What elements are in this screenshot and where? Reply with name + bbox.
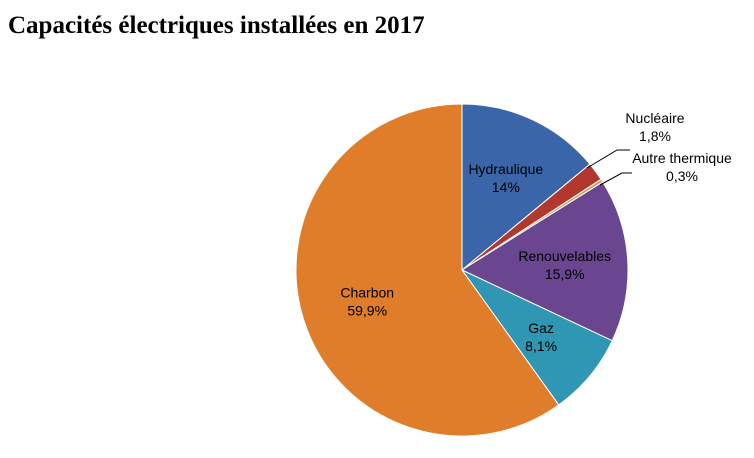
label-value-nucleaire: 1,8% xyxy=(639,128,671,144)
label-value-charbon: 59,9% xyxy=(347,303,387,319)
slice-renouvelables xyxy=(460,181,629,342)
label-value-autre-thermique: 0,3% xyxy=(666,168,698,184)
label-value-gaz: 8,1% xyxy=(525,338,557,354)
slice-charbon xyxy=(295,103,560,437)
leader-line-nucleaire xyxy=(586,149,630,169)
leader-line-autre-thermique xyxy=(599,172,632,186)
label-name-autre-thermique: Autre thermique xyxy=(632,150,732,166)
chart-title: Capacités électriques installées en 2017 xyxy=(8,12,425,39)
slice-hydraulique xyxy=(461,103,591,272)
label-value-hydraulique: 14% xyxy=(492,179,520,195)
label-value-renouvelables: 15,9% xyxy=(545,266,585,282)
label-name-hydraulique: Hydraulique xyxy=(468,161,543,177)
label-name-nucleaire: Nucléaire xyxy=(625,110,684,126)
label-name-renouvelables: Renouvelables xyxy=(518,248,611,264)
label-name-charbon: Charbon xyxy=(340,285,394,301)
label-name-gaz: Gaz xyxy=(528,320,554,336)
